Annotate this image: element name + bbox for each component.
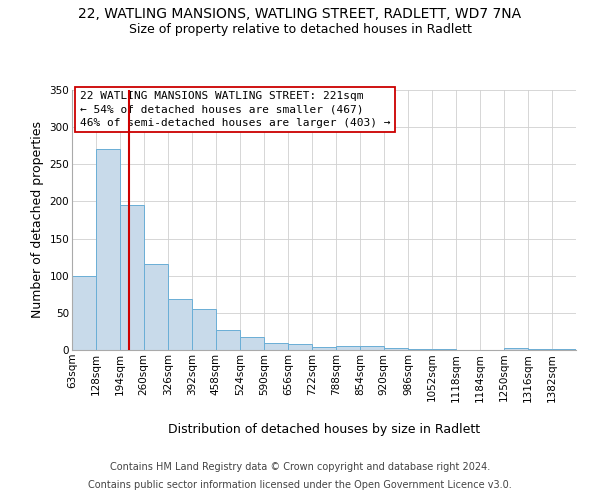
- Bar: [408, 348, 432, 350]
- Text: Distribution of detached houses by size in Radlett: Distribution of detached houses by size …: [168, 422, 480, 436]
- Bar: [72, 276, 95, 350]
- Bar: [312, 347, 336, 350]
- Bar: [504, 348, 528, 350]
- Bar: [552, 348, 576, 350]
- Bar: [119, 205, 143, 350]
- Bar: [288, 344, 312, 350]
- Bar: [360, 346, 384, 350]
- Bar: [264, 342, 288, 350]
- Bar: [336, 346, 360, 350]
- Bar: [240, 338, 264, 350]
- Text: 22 WATLING MANSIONS WATLING STREET: 221sqm
← 54% of detached houses are smaller : 22 WATLING MANSIONS WATLING STREET: 221s…: [80, 92, 390, 128]
- Text: 22, WATLING MANSIONS, WATLING STREET, RADLETT, WD7 7NA: 22, WATLING MANSIONS, WATLING STREET, RA…: [79, 8, 521, 22]
- Bar: [95, 148, 119, 350]
- Text: Size of property relative to detached houses in Radlett: Size of property relative to detached ho…: [128, 22, 472, 36]
- Bar: [192, 309, 216, 350]
- Bar: [528, 348, 552, 350]
- Bar: [432, 348, 456, 350]
- Text: Contains public sector information licensed under the Open Government Licence v3: Contains public sector information licen…: [88, 480, 512, 490]
- Text: Contains HM Land Registry data © Crown copyright and database right 2024.: Contains HM Land Registry data © Crown c…: [110, 462, 490, 472]
- Y-axis label: Number of detached properties: Number of detached properties: [31, 122, 44, 318]
- Bar: [143, 264, 168, 350]
- Bar: [168, 298, 192, 350]
- Bar: [216, 330, 240, 350]
- Bar: [384, 348, 408, 350]
